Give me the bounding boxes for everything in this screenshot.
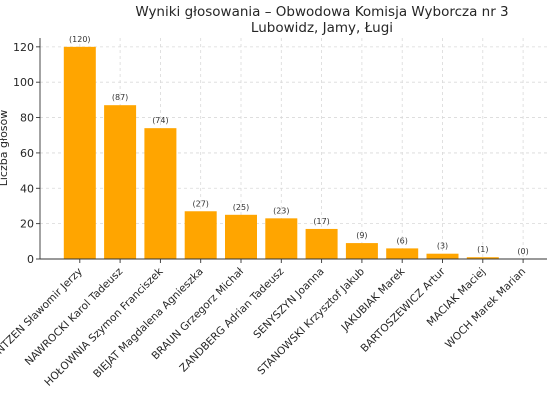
y-tick-label: 40	[20, 182, 34, 195]
data-label: (9)	[356, 231, 367, 240]
data-label: (74)	[152, 116, 168, 125]
chart-title: Wyniki głosowania – Obwodowa Komisja Wyb…	[135, 4, 508, 20]
y-tick-label: 20	[20, 218, 34, 231]
bars-layer	[63, 46, 499, 260]
bar	[305, 228, 338, 259]
bar	[144, 128, 177, 259]
chart-subtitle: Lubowidz, Jamy, Ługi	[251, 20, 393, 36]
data-label: (25)	[233, 203, 249, 212]
bar	[386, 248, 419, 259]
data-label: (0)	[517, 247, 528, 256]
bar	[225, 214, 257, 259]
data-label: (6)	[397, 236, 408, 245]
data-label: (120)	[69, 35, 91, 44]
bar	[466, 257, 499, 259]
bar	[265, 218, 298, 259]
bar	[426, 253, 459, 259]
bar	[63, 46, 96, 260]
y-tick-label: 120	[13, 41, 34, 54]
y-tick-label: 0	[27, 253, 34, 266]
data-label: (27)	[192, 199, 208, 208]
x-tick-label: SENYSZYN Joanna	[251, 266, 326, 341]
data-label: (17)	[313, 217, 329, 226]
y-tick-label: 60	[20, 147, 34, 160]
data-label: (1)	[477, 245, 488, 254]
data-label: (23)	[273, 206, 289, 215]
y-tick-label: 80	[20, 112, 34, 125]
bar	[345, 243, 378, 259]
data-label: (87)	[112, 93, 128, 102]
bar	[184, 211, 217, 259]
x-tick-label: WOCH Marek Marian	[443, 266, 528, 351]
y-axis-label: Liczba głosów	[0, 110, 10, 187]
bar	[104, 105, 137, 260]
y-tick-label: 100	[13, 76, 34, 89]
data-label: (3)	[437, 242, 448, 251]
grid-layer	[40, 38, 547, 260]
axes-layer	[36, 38, 547, 263]
